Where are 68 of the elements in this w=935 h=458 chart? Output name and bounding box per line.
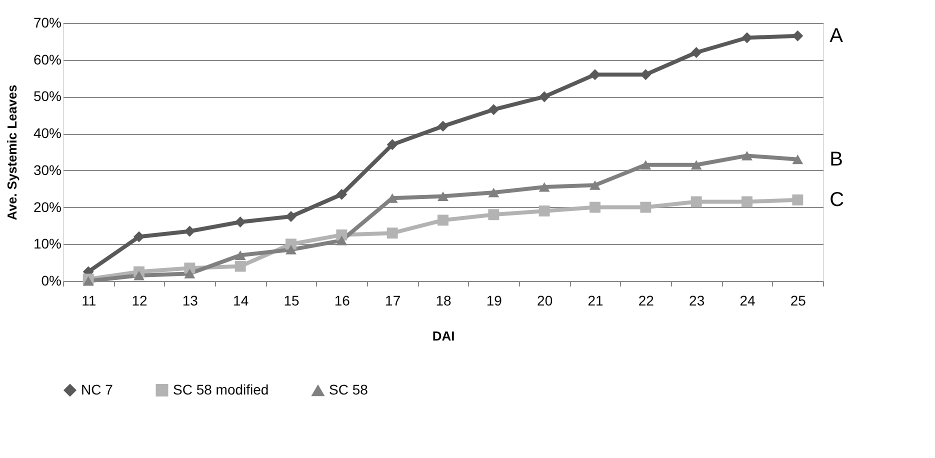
y-axis-title: Ave. Systemic Leaves bbox=[4, 84, 20, 220]
point bbox=[488, 209, 500, 220]
legend-label: NC 7 bbox=[81, 381, 114, 398]
point bbox=[286, 211, 296, 222]
y-tick-label: 30% bbox=[33, 162, 62, 178]
point bbox=[690, 47, 702, 58]
y-tick-label: 10% bbox=[33, 236, 62, 252]
point bbox=[234, 260, 246, 272]
annotation: C bbox=[830, 188, 844, 211]
x-tick-label: 19 bbox=[486, 292, 502, 308]
x-tick-label: 11 bbox=[82, 292, 96, 308]
point bbox=[742, 150, 752, 160]
x-tick-label: 23 bbox=[689, 292, 705, 308]
y-tick-label: 70% bbox=[33, 14, 62, 30]
annotation: B bbox=[830, 148, 844, 170]
point bbox=[286, 244, 296, 254]
x-tick-label: 25 bbox=[790, 292, 806, 308]
point bbox=[82, 276, 94, 286]
point bbox=[438, 214, 448, 226]
point bbox=[184, 268, 196, 278]
point bbox=[286, 238, 296, 250]
point bbox=[640, 202, 652, 213]
x-axis-title: DAI bbox=[432, 328, 455, 344]
point bbox=[590, 202, 600, 213]
point bbox=[742, 32, 752, 44]
point bbox=[640, 160, 652, 170]
point bbox=[386, 139, 398, 150]
x-tick-label: 22 bbox=[638, 292, 654, 308]
point bbox=[386, 228, 398, 239]
point bbox=[488, 104, 500, 116]
point bbox=[134, 270, 144, 280]
x-tick-label: 15 bbox=[284, 292, 300, 308]
point bbox=[690, 160, 702, 170]
x-tick-label: 20 bbox=[537, 292, 553, 308]
point bbox=[742, 196, 752, 208]
y-tick-label: 40% bbox=[33, 125, 62, 142]
point bbox=[590, 180, 600, 190]
point bbox=[590, 69, 600, 80]
point bbox=[488, 188, 500, 198]
point bbox=[538, 91, 550, 102]
x-tick-label: 24 bbox=[740, 292, 756, 308]
y-tick-label: 0% bbox=[41, 272, 62, 288]
y-tick-label: 20% bbox=[33, 198, 62, 215]
point bbox=[134, 231, 144, 242]
y-tick-label: 50% bbox=[33, 88, 62, 104]
x-tick-label: 13 bbox=[182, 292, 198, 308]
point bbox=[336, 188, 348, 200]
point bbox=[792, 194, 804, 206]
point bbox=[792, 154, 804, 164]
point bbox=[538, 205, 550, 216]
y-tick-label: 60% bbox=[33, 51, 62, 68]
point bbox=[234, 250, 246, 260]
point bbox=[438, 120, 448, 132]
x-tick-label: 14 bbox=[233, 292, 249, 308]
point bbox=[336, 236, 348, 246]
point bbox=[184, 226, 196, 237]
x-tick-label: 18 bbox=[436, 292, 452, 308]
point bbox=[234, 216, 246, 228]
x-tick-label: 16 bbox=[334, 292, 350, 308]
x-tick-label: 12 bbox=[132, 292, 148, 308]
point bbox=[438, 191, 448, 201]
point bbox=[538, 182, 550, 192]
point bbox=[690, 196, 702, 208]
legend-label: SC 58 modified bbox=[173, 381, 269, 398]
x-tick-label: 21 bbox=[588, 292, 604, 308]
annotation: A bbox=[830, 24, 844, 47]
x-tick-label: 17 bbox=[385, 292, 401, 308]
legend-label: SC 58 bbox=[329, 382, 368, 398]
